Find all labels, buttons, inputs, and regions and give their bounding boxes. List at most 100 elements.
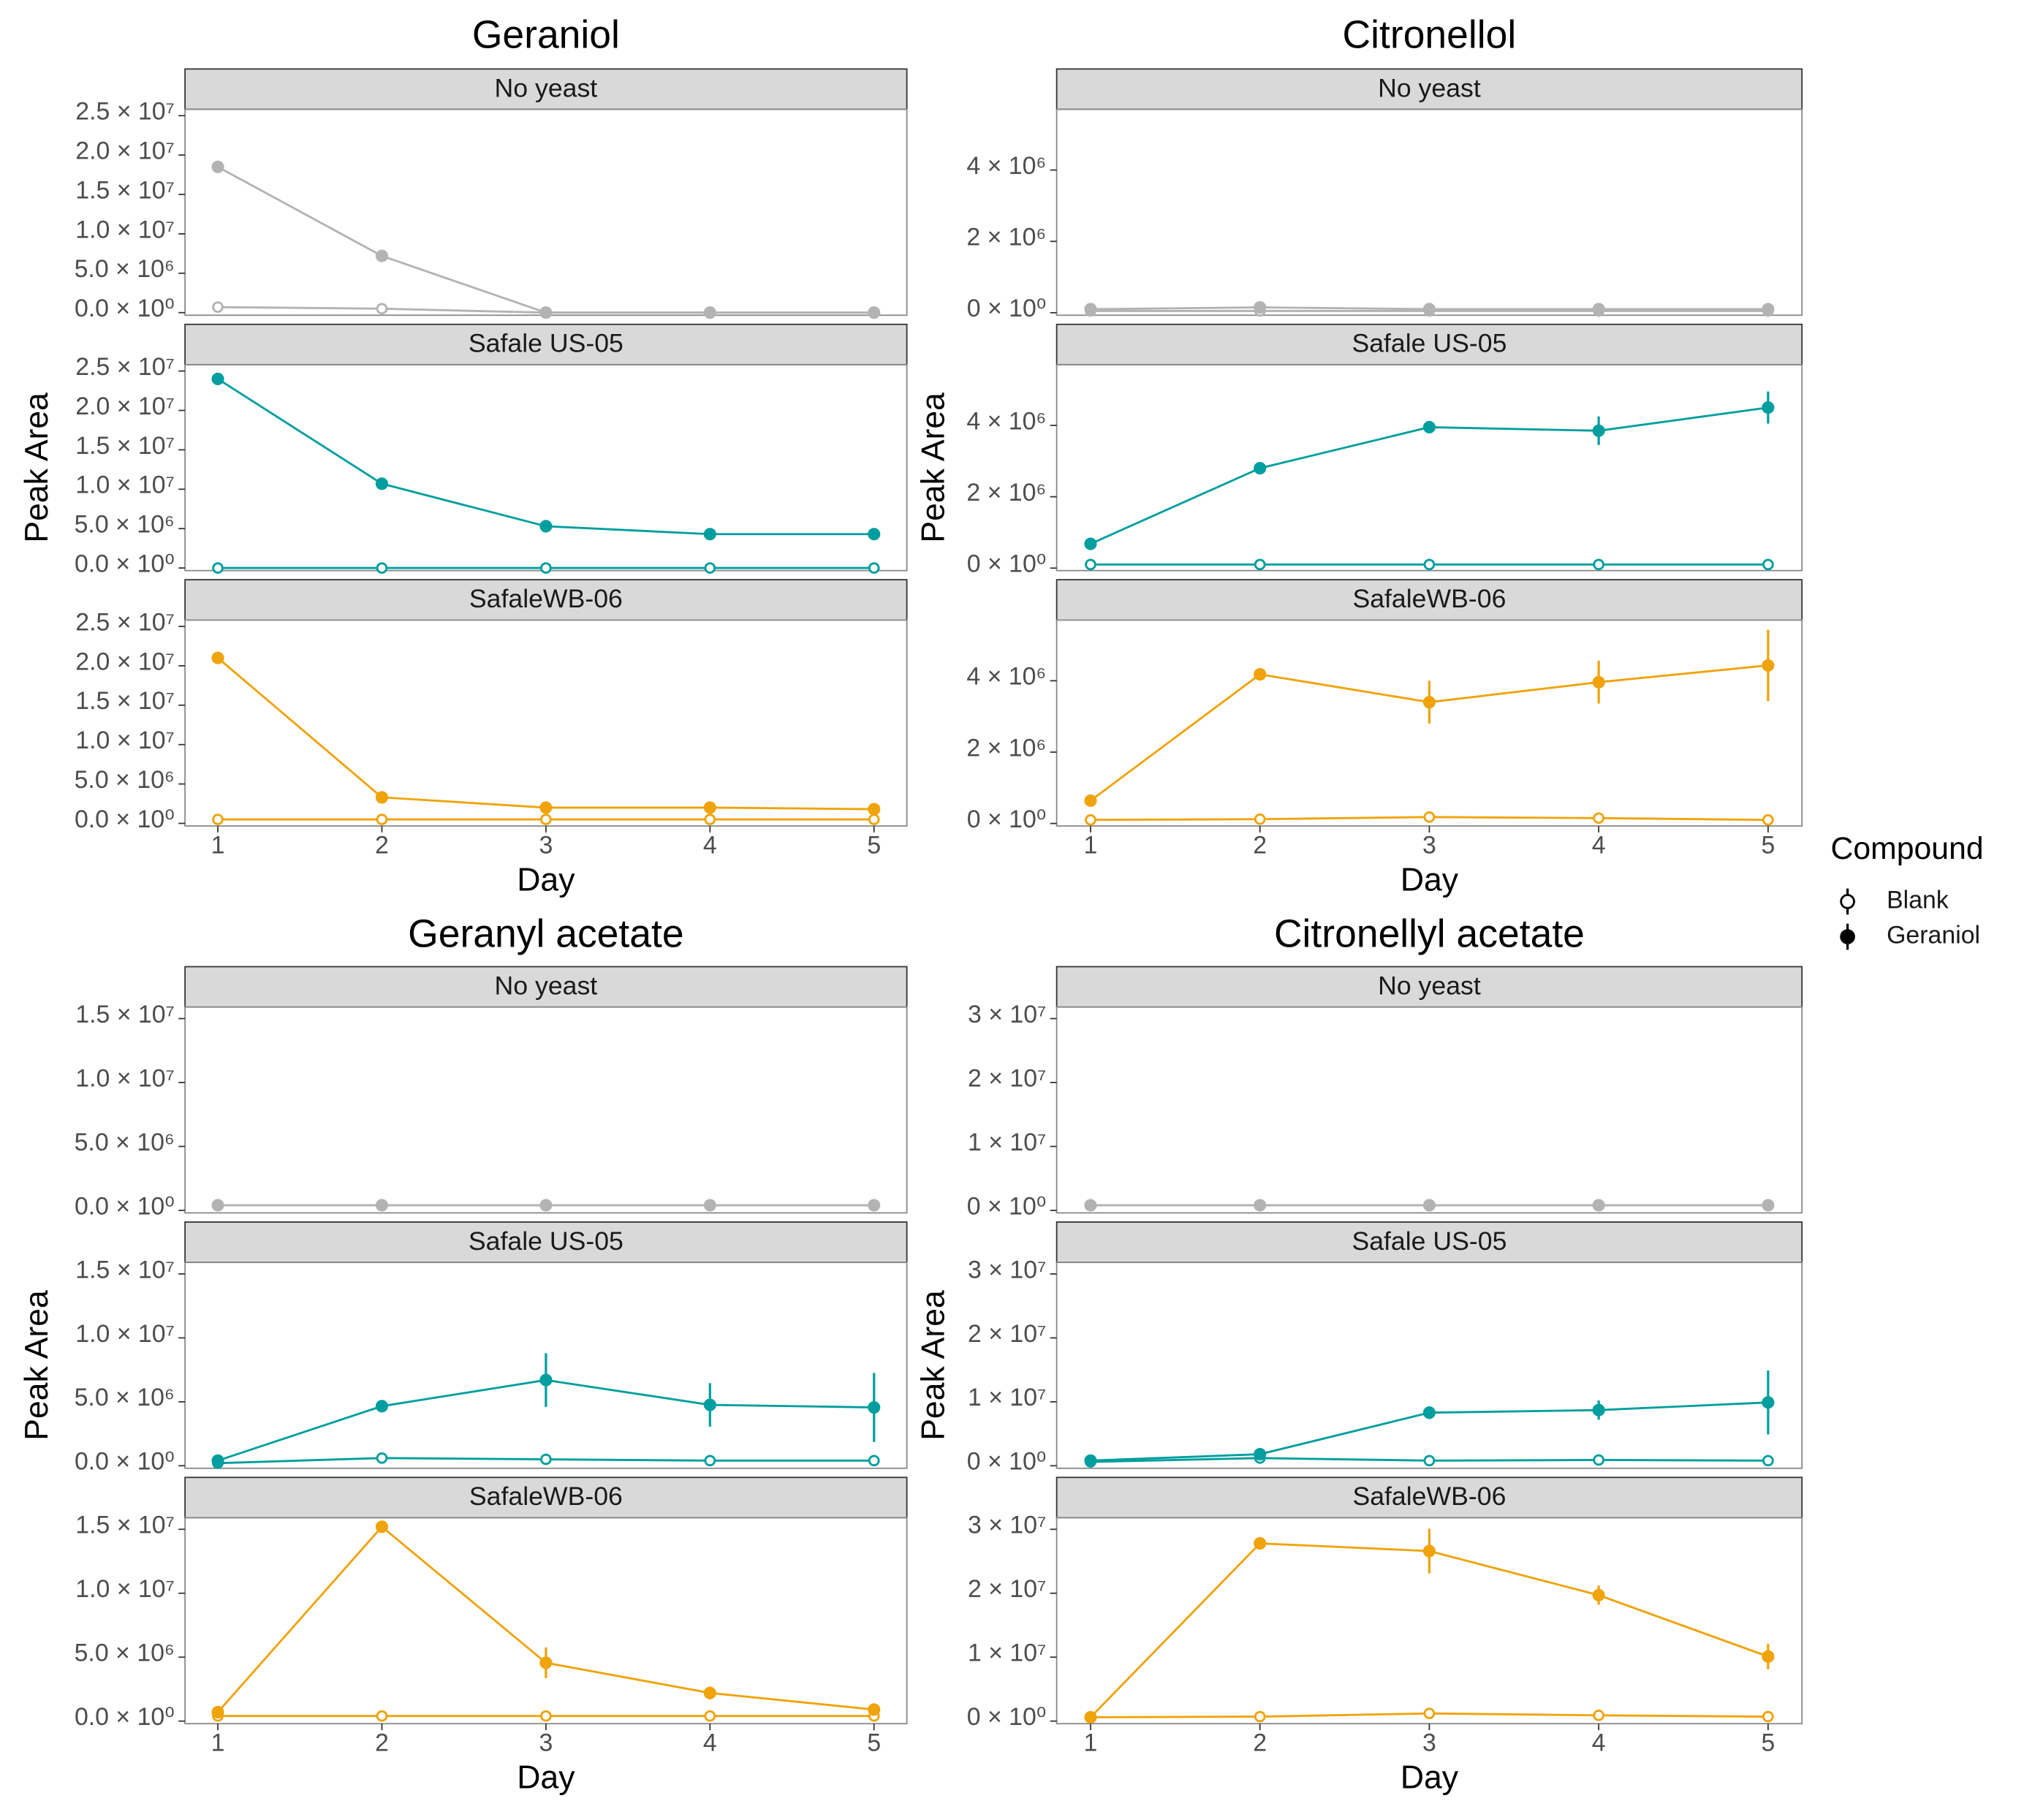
data-point [703,1398,716,1411]
plot-panel [184,1517,908,1725]
plot-panel [184,364,908,572]
data-point [1422,420,1436,433]
data-point [703,1199,716,1212]
data-point [375,1400,388,1413]
data-point [1423,558,1436,571]
y-tick-label: 0.0 × 10⁰ [75,1703,175,1731]
data-point [375,477,388,490]
data-point [868,306,881,319]
data-point [1254,558,1266,571]
y-tick-label: 1.5 × 10⁷ [75,1256,175,1284]
data-point [868,562,880,574]
facet-label: No yeast [1378,971,1481,1000]
data-point [1762,1455,1774,1467]
y-tick-label: 0 × 10⁰ [967,1703,1047,1731]
y-tick-label: 2 × 10⁷ [968,1575,1046,1603]
y-tick-label: 2 × 10⁶ [966,734,1046,762]
x-axis-label: Day [1400,862,1459,898]
y-tick-label: 4 × 10⁶ [966,407,1046,435]
facet-label: Safale US-05 [469,329,623,358]
data-point [868,1703,881,1716]
facet-label: No yeast [495,971,598,1000]
x-tick-label: 2 [1253,1729,1267,1757]
y-tick-label: 2.5 × 10⁷ [75,608,175,636]
y-tick-label: 1.0 × 10⁷ [75,727,175,754]
data-point [1592,1403,1605,1417]
data-point [540,1453,552,1466]
data-point [539,306,553,319]
data-point [211,160,224,173]
x-tick-label: 2 [1253,831,1267,859]
data-point [1422,1199,1436,1212]
plot-panel [1055,108,1803,316]
facet-label: SafaleWB-06 [469,584,623,613]
x-tick-label: 5 [1761,831,1775,859]
data-point [1084,1199,1097,1212]
y-tick-label: 2.0 × 10⁷ [75,137,175,165]
data-point [211,651,224,664]
y-tick-label: 0 × 10⁰ [967,295,1047,322]
y-axis-label: Peak Area [916,393,952,543]
data-point [212,814,224,825]
x-tick-label: 3 [539,831,553,859]
y-tick-label: 0 × 10⁰ [967,1192,1047,1220]
y-tick-label: 0.0 × 10⁰ [75,550,175,577]
y-tick-label: 1 × 10⁷ [968,1384,1046,1411]
panel-title: Geraniol [472,14,620,57]
x-axis-label: Day [517,862,575,898]
data-point [1084,1454,1097,1467]
data-point [1085,814,1096,826]
y-tick-label: 0 × 10⁰ [967,550,1047,578]
y-tick-label: 1.5 × 10⁷ [75,687,175,715]
legend-label: Blank [1887,886,1949,914]
x-tick-label: 4 [1592,831,1606,859]
data-point [1762,558,1774,571]
data-point [868,1400,881,1414]
data-point [1762,1396,1775,1409]
y-tick-label: 3 × 10⁷ [968,1512,1046,1539]
panel-title: Citronellyl acetate [1274,913,1585,956]
data-point [1592,303,1605,316]
y-tick-label: 1.5 × 10⁷ [75,176,175,204]
y-tick-label: 1.0 × 10⁷ [75,1575,175,1603]
data-point [1084,1710,1097,1724]
facet-strip [184,1476,908,1519]
data-point [1762,1199,1775,1212]
data-point [703,801,716,814]
data-point [1762,401,1775,414]
y-tick-label: 5.0 × 10⁶ [75,1384,175,1411]
data-point [1762,1650,1775,1663]
y-tick-label: 5.0 × 10⁶ [75,1129,175,1156]
facet-strip [1055,966,1803,1008]
data-point [1084,794,1097,807]
data-point [1423,811,1436,823]
x-tick-label: 1 [1084,831,1098,859]
y-tick-label: 2.0 × 10⁷ [75,648,175,675]
data-point [1254,1199,1267,1212]
y-tick-label: 2 × 10⁷ [968,1320,1046,1348]
data-point [1423,1707,1436,1720]
y-tick-label: 1.0 × 10⁷ [75,1320,175,1348]
y-tick-label: 2 × 10⁶ [966,224,1046,251]
data-point [375,1520,388,1533]
data-point [704,1455,716,1467]
x-tick-label: 3 [1422,831,1436,859]
data-point [1254,668,1267,681]
y-tick-label: 1.0 × 10⁷ [75,216,175,243]
plot-panel [1055,1262,1803,1469]
x-tick-label: 5 [867,1729,881,1757]
plot-panel [1055,364,1803,572]
data-point [1592,1588,1605,1601]
data-point [868,1199,881,1212]
x-tick-label: 1 [211,1729,225,1757]
y-tick-label: 0.0 × 10⁰ [75,1192,175,1220]
y-tick-label: 0 × 10⁰ [967,805,1047,833]
x-tick-label: 1 [1084,1729,1098,1757]
plot-panel [184,108,908,316]
y-tick-label: 4 × 10⁶ [966,152,1046,180]
data-point [1762,303,1775,316]
data-point [1593,558,1605,571]
data-point [376,562,388,574]
data-point [703,306,716,319]
x-tick-label: 4 [703,831,717,859]
